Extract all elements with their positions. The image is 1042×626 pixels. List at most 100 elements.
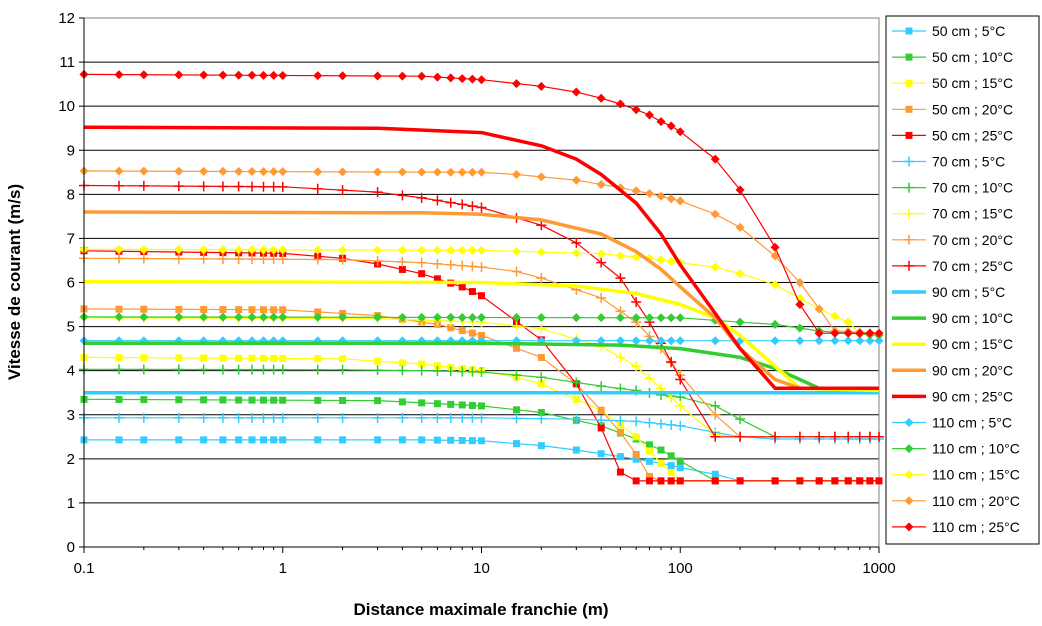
data-point [258,254,269,265]
data-point [666,256,676,266]
legend-label: 70 cm ; 15°C [932,206,1013,222]
data-point [397,256,408,267]
y-tick-label: 0 [67,539,75,556]
legend: 50 cm ; 5°C 50 cm ; 10°C 50 cm ; 15°C 50 cm… [885,15,1040,545]
data-point [458,283,466,291]
data-point [268,254,279,265]
x-tick-label: 100 [668,560,693,577]
series-line [83,316,880,336]
data-point [536,247,546,257]
data-point [138,412,149,423]
data-point [446,245,456,255]
data-point [511,246,521,256]
data-point [447,436,455,444]
legend-label: 90 cm ; 25°C [932,388,1013,404]
data-point [233,364,244,375]
data-point [596,249,606,259]
data-point [447,324,455,332]
data-point [433,400,441,408]
data-point [374,436,382,444]
data-point [258,412,269,423]
data-point [735,317,745,327]
data-point [596,381,607,392]
data-point [631,336,641,346]
legend-box [885,15,1040,545]
data-point [631,186,641,196]
x-axis-title: Distance maximale franchie (m) [353,600,608,619]
data-point [398,398,406,406]
y-tick-label: 11 [59,54,75,71]
y-tick-label: 5 [67,319,75,336]
data-point [373,167,383,177]
data-point [269,245,279,255]
data-point [199,245,209,255]
data-point [536,172,546,182]
data-point [246,181,257,192]
data-point [247,70,257,80]
data-point [373,71,383,81]
data-point [457,366,468,377]
data-point [259,354,267,362]
data-point [656,117,666,127]
data-point [770,336,780,346]
data-point [337,185,348,196]
legend-item: 90 cm ; 10°C [892,310,1013,326]
legend-label: 50 cm ; 20°C [932,101,1013,117]
data-point [234,312,244,322]
data-point [445,366,456,377]
data-point [596,93,606,103]
y-tick-label: 10 [58,98,75,115]
data-point [477,245,486,255]
data-point [248,306,256,314]
data-point [270,306,278,314]
data-point [467,312,477,322]
data-point [458,327,466,335]
data-point [314,308,322,316]
legend-item: 90 cm ; 5°C [892,284,1005,300]
data-point [675,374,686,385]
data-point [843,317,853,327]
legend-label: 50 cm ; 15°C [932,75,1013,91]
data-point [710,262,720,272]
legend-label: 90 cm ; 20°C [932,362,1013,378]
data-point [417,245,427,255]
data-point [259,436,267,444]
series-line [83,170,880,334]
x-tick-label: 10 [473,560,490,577]
data-point [432,258,443,269]
data-point [113,364,124,375]
series-1 [80,436,883,485]
x-tick-label: 1 [279,560,287,577]
data-point [114,166,124,176]
series-20 [79,69,884,338]
data-point [511,413,522,424]
data-point [512,440,520,448]
data-point [477,75,486,85]
data-point [511,169,521,179]
data-point [874,336,884,346]
data-point [572,395,580,403]
series-line [84,341,880,393]
data-point [314,396,322,404]
data-point [855,336,865,346]
data-point [536,313,546,323]
data-point [219,354,227,362]
data-point [644,373,655,384]
data-point [657,459,665,467]
data-point [467,201,478,212]
legend-item: 90 cm ; 25°C [892,388,1013,404]
data-point [269,312,279,322]
data-point [632,477,640,485]
data-point [217,181,228,192]
data-point [796,477,804,485]
data-point [258,312,268,322]
data-point [313,167,323,177]
legend-label: 70 cm ; 10°C [932,180,1013,196]
legend-marker [905,79,913,87]
x-tick-label: 1000 [862,560,895,577]
data-point [433,436,441,444]
data-point [270,354,278,362]
data-point [416,257,427,268]
data-point [138,180,149,191]
data-point [511,79,521,89]
